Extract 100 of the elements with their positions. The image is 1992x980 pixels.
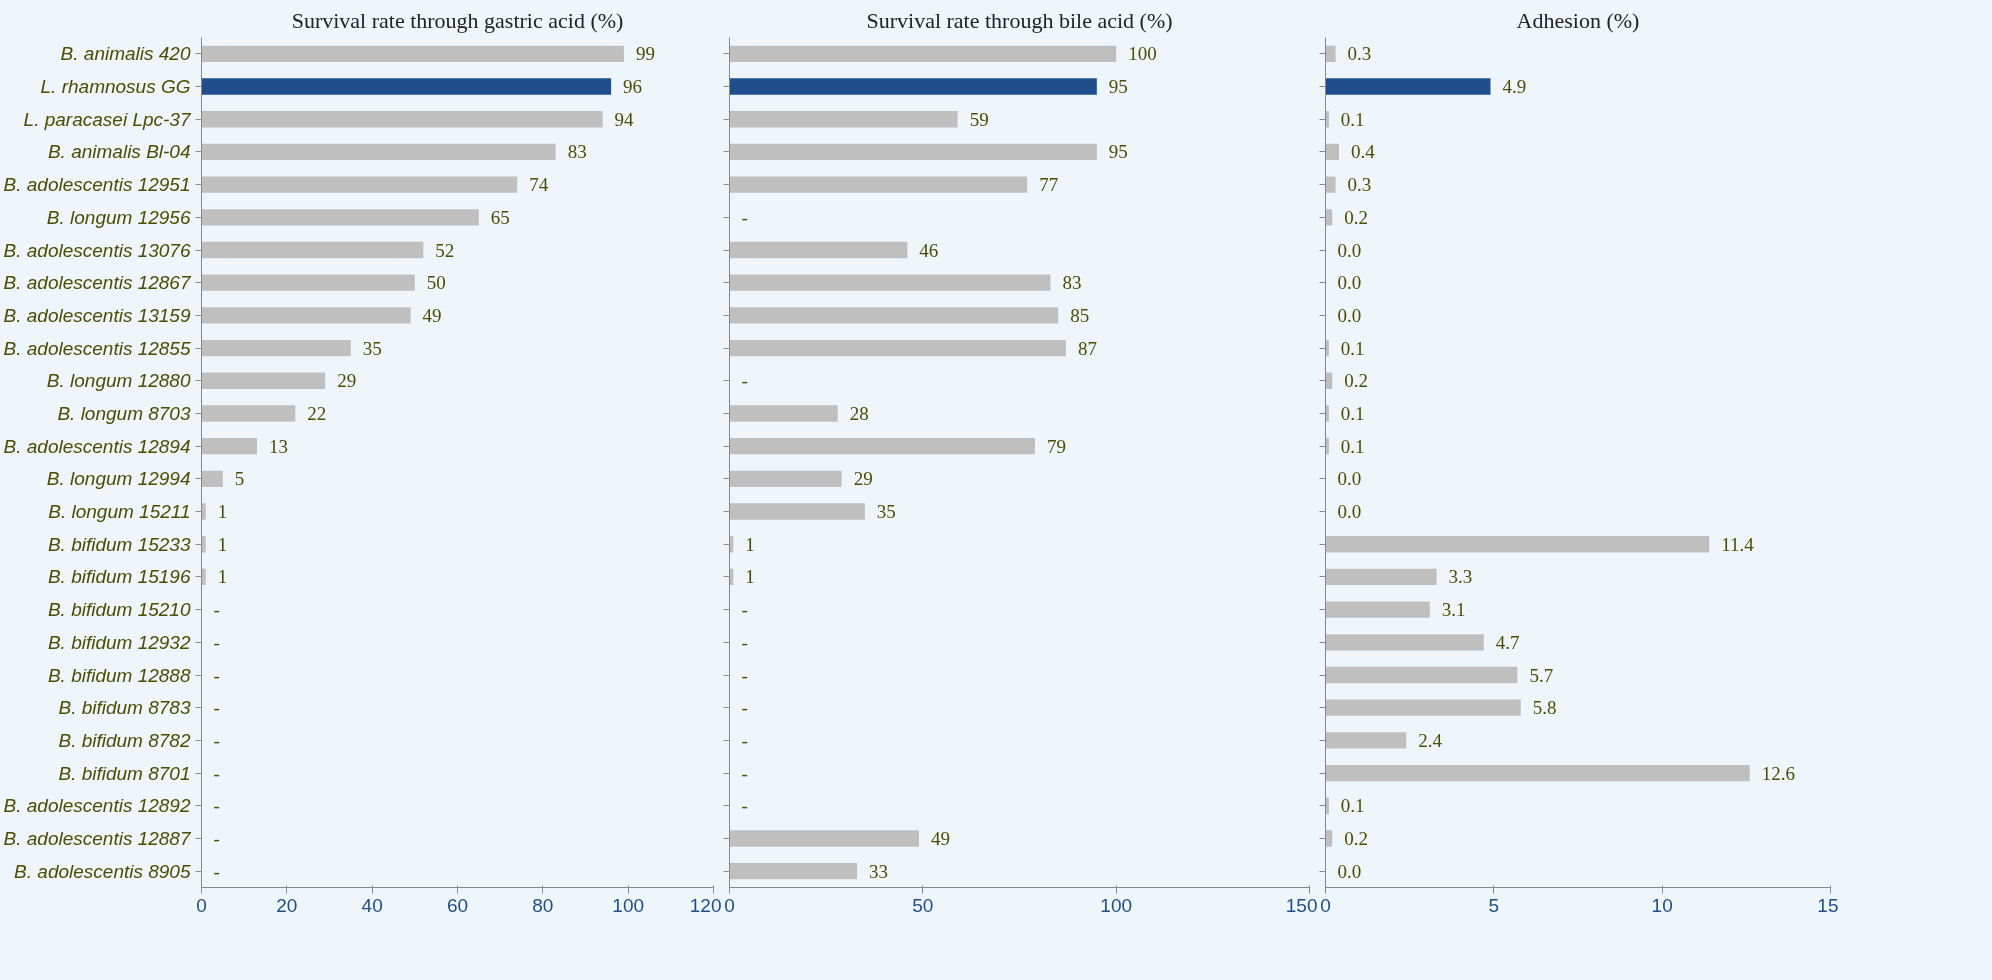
text: - [741, 729, 748, 751]
bar [1325, 830, 1333, 847]
text: - [213, 827, 220, 849]
x-tick-label: 120 [689, 894, 722, 916]
y-tick-label: B. adolescentis 12855 [3, 337, 191, 359]
y-tick-label: B. adolescentis 12867 [3, 272, 192, 294]
y-tick-label: B. longum 12956 [46, 206, 191, 228]
data-label: 94 [614, 108, 635, 130]
data-label: 95 [1108, 76, 1128, 98]
y-tick-label: L. paracasei Lpc-37 [23, 108, 192, 130]
text: - [213, 795, 220, 817]
data-label: 0.1 [1340, 337, 1365, 359]
x-tick-label: 100 [1100, 894, 1133, 916]
x-tick-label: 0 [196, 894, 207, 916]
data-label: 0.0 [1337, 239, 1362, 261]
data-label: 87 [1077, 337, 1097, 359]
data-label: 29 [853, 468, 873, 490]
data-label: 2.4 [1418, 729, 1443, 751]
data-label: 3.1 [1441, 599, 1466, 621]
data-label: 13 [268, 435, 288, 457]
bar [1325, 176, 1336, 193]
text: - [741, 370, 748, 392]
data-label: 95 [1108, 141, 1128, 163]
data-label: 0.3 [1347, 43, 1372, 65]
x-tick-label: 5 [1488, 894, 1500, 916]
y-tick-label: B. bifidum 15210 [47, 599, 191, 621]
y-tick-label: B. adolescentis 8905 [14, 860, 191, 882]
chart-title: Survival rate through bile acid (%) [866, 7, 1173, 33]
data-label: 49 [930, 827, 950, 849]
y-tick-label: B. adolescentis 12894 [3, 435, 191, 457]
y-tick-label: B. bifidum 8783 [58, 697, 191, 719]
text: - [741, 762, 748, 784]
y-tick-label: B. bifidum 15233 [47, 533, 191, 555]
y-tick-label: B. adolescentis 12951 [3, 174, 191, 196]
data-label: 3.3 [1448, 566, 1473, 588]
text: - [213, 729, 220, 751]
y-tick-label: B. animalis Bl-04 [47, 141, 191, 163]
data-label: 33 [869, 860, 889, 882]
y-tick-label: B. adolescentis 12892 [3, 795, 191, 817]
y-tick-label: B. longum 12994 [46, 468, 191, 490]
data-label: 99 [635, 43, 655, 65]
data-label: 74 [529, 174, 549, 196]
x-tick-label: 150 [1285, 894, 1318, 916]
x-tick-label: 80 [532, 894, 554, 916]
data-label: 1 [745, 533, 755, 555]
y-tick-label: B. longum 15211 [48, 501, 191, 523]
y-tick-label: B. bifidum 12888 [47, 664, 191, 686]
data-label: 1 [217, 566, 228, 588]
text: - [741, 795, 748, 817]
x-tick-label: 10 [1651, 894, 1673, 916]
data-label: 0.0 [1337, 304, 1362, 326]
bar [1325, 699, 1521, 716]
y-tick-label: B. adolescentis 12887 [3, 827, 192, 849]
data-label: 0.2 [1344, 206, 1368, 228]
bar [201, 45, 624, 63]
data-label: 52 [435, 239, 455, 261]
text: - [741, 206, 748, 228]
bar [201, 568, 206, 586]
bar [201, 274, 415, 291]
data-label: 0.2 [1344, 827, 1368, 849]
data-label: 12.6 [1761, 762, 1795, 784]
bar [1325, 732, 1407, 749]
data-label: 4.7 [1495, 631, 1520, 653]
data-label: 35 [362, 337, 382, 359]
bar [1325, 78, 1491, 95]
data-label: 49 [422, 304, 442, 326]
data-label: 46 [919, 239, 939, 261]
data-label: 1 [217, 533, 228, 555]
bar [1325, 536, 1710, 553]
bar [1325, 45, 1336, 63]
bar [201, 470, 223, 488]
bar [201, 241, 424, 259]
data-label: 29 [337, 370, 357, 392]
bar [201, 339, 351, 357]
y-tick-label: B. adolescentis 13159 [3, 304, 191, 326]
bar [201, 111, 603, 128]
chart-title: Survival rate through gastric acid (%) [291, 7, 624, 33]
text: - [213, 631, 220, 653]
chart-title: Adhesion (%) [1516, 7, 1640, 33]
y-tick-label: B. bifidum 8782 [58, 729, 191, 751]
data-label: 35 [876, 501, 896, 523]
data-label: 83 [1062, 272, 1082, 294]
data-label: 65 [490, 206, 510, 228]
data-label: 96 [623, 76, 643, 98]
text: - [213, 762, 220, 784]
x-tick-label: 0 [724, 894, 735, 916]
bar [1325, 666, 1518, 684]
y-tick-label: B. longum 8703 [57, 402, 191, 424]
y-tick-label: B. bifidum 8701 [58, 762, 191, 784]
data-label: 59 [969, 108, 989, 130]
data-label: 85 [1070, 304, 1090, 326]
x-tick-label: 0 [1320, 894, 1331, 916]
bar [1325, 568, 1437, 586]
data-label: 11.4 [1721, 533, 1755, 555]
data-label: 0.1 [1340, 402, 1365, 424]
bar [201, 536, 206, 553]
text: - [741, 631, 748, 653]
bar [1325, 143, 1339, 161]
data-label: 0.0 [1337, 860, 1362, 882]
data-label: 79 [1046, 435, 1066, 457]
